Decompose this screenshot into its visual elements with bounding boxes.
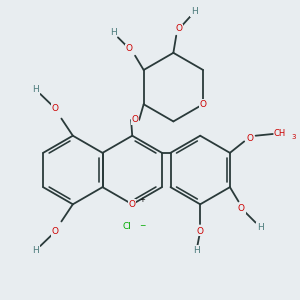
Text: O: O: [132, 116, 139, 124]
Text: H: H: [110, 28, 117, 37]
Text: CH: CH: [274, 130, 286, 139]
Text: O: O: [52, 227, 58, 236]
Text: H: H: [257, 223, 264, 232]
Text: O: O: [126, 44, 133, 53]
Text: O: O: [238, 204, 245, 213]
Text: O: O: [200, 100, 207, 109]
Text: +: +: [139, 197, 145, 203]
Text: O: O: [176, 24, 183, 33]
Text: O: O: [246, 134, 254, 143]
Text: H: H: [32, 246, 39, 255]
Text: H: H: [194, 246, 200, 255]
Text: O: O: [197, 227, 204, 236]
Text: −: −: [139, 221, 146, 230]
Text: H: H: [191, 7, 198, 16]
Text: O: O: [52, 104, 58, 113]
Text: H: H: [32, 85, 39, 94]
Text: 3: 3: [291, 134, 296, 140]
Text: Cl: Cl: [122, 221, 131, 230]
Text: O: O: [129, 200, 136, 209]
